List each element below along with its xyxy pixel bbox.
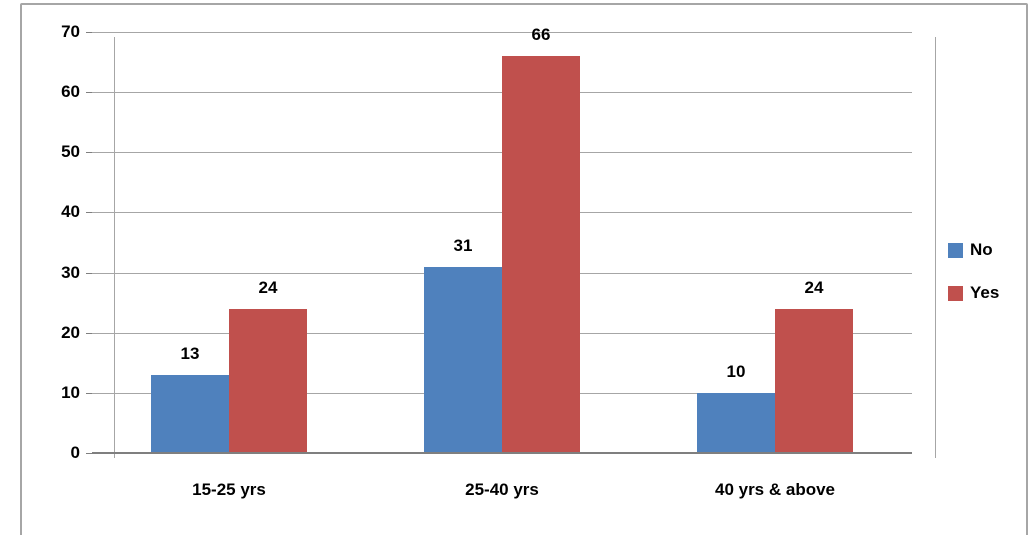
data-label-no-40-yrs-above: 10 — [726, 362, 746, 381]
x-axis-label-40-yrs-above: 40 yrs & above — [714, 480, 835, 499]
legend-item-yes: Yes — [948, 283, 999, 303]
y-axis-label: 70 — [61, 22, 80, 41]
y-axis-label: 40 — [61, 202, 80, 221]
y-axis-tick — [86, 152, 92, 153]
data-label-yes-40-yrs-above: 24 — [804, 278, 824, 297]
data-label-no-15-25-yrs: 13 — [180, 344, 200, 363]
bar-no-15-25-yrs — [151, 375, 229, 453]
bar-yes-15-25-yrs — [229, 309, 307, 453]
y-axis-tick — [86, 92, 92, 93]
x-axis-line — [92, 452, 912, 454]
gridline — [92, 32, 912, 33]
data-label-yes-15-25-yrs: 24 — [258, 278, 278, 297]
x-axis-label-25-40-yrs: 25-40 yrs — [465, 480, 539, 499]
data-label-no-25-40-yrs: 31 — [453, 236, 473, 255]
bar-no-40-yrs-above — [697, 393, 775, 453]
data-label-yes-25-40-yrs: 66 — [531, 25, 551, 44]
y-axis-label: 30 — [61, 263, 80, 282]
legend-swatch-yes — [948, 285, 963, 301]
y-axis-label: 60 — [61, 82, 80, 101]
legend-label-yes: Yes — [970, 283, 1000, 302]
y-axis-label: 10 — [61, 383, 80, 402]
y-axis-tick — [86, 333, 92, 334]
y-axis-label: 50 — [61, 142, 80, 161]
legend-swatch-no — [948, 242, 963, 258]
y-axis-tick — [86, 273, 92, 274]
y-axis-label: 0 — [70, 443, 80, 462]
legend-label-no: No — [970, 240, 993, 259]
bar-no-25-40-yrs — [424, 267, 502, 453]
y-axis-tick — [86, 32, 92, 33]
bar-yes-25-40-yrs — [502, 56, 580, 453]
legend-item-no: No — [948, 240, 993, 260]
y-axis-tick — [86, 393, 92, 394]
bar-yes-40-yrs-above — [775, 309, 853, 453]
x-axis-label-15-25-yrs: 15-25 yrs — [192, 480, 266, 499]
y-axis-tick — [86, 453, 92, 454]
y-axis-tick — [86, 212, 92, 213]
y-axis-label: 20 — [61, 323, 80, 342]
